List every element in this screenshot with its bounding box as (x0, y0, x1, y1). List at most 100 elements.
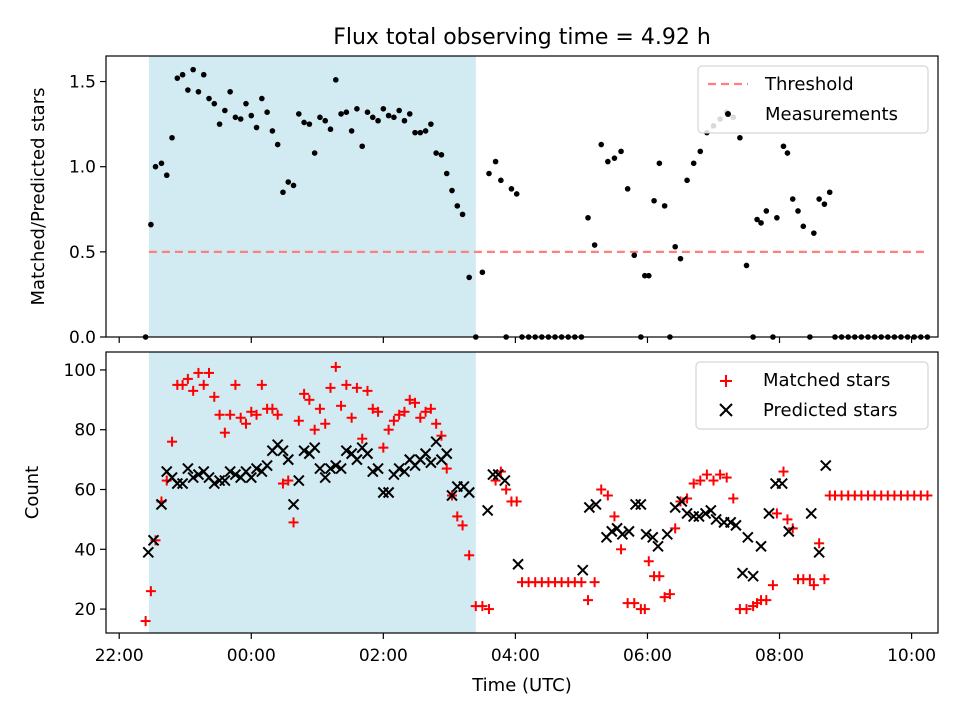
matched-star-marker (140, 616, 151, 627)
measurement-point (598, 141, 605, 148)
measurement-point (206, 95, 212, 102)
measurement-point (651, 197, 657, 204)
x-tick-label: 06:00 (623, 646, 672, 666)
matched-star-marker (235, 412, 246, 423)
matched-star-marker (589, 577, 600, 588)
measurement-point (327, 126, 334, 133)
matched-star-marker (277, 478, 288, 489)
matched-star-marker (431, 418, 442, 429)
matched-star-marker (576, 577, 587, 588)
predicted-star-marker (245, 471, 257, 484)
bottom-y-axis-label: Count (22, 466, 43, 519)
matched-star-marker (267, 403, 278, 414)
predicted-star-marker (661, 528, 673, 541)
x-tick-label: 22:00 (95, 646, 144, 666)
top-legend: Threshold Measurements (697, 65, 929, 134)
matched-star-marker (330, 361, 341, 372)
matched-star-marker (373, 406, 384, 417)
matched-star-marker (778, 466, 789, 477)
measurement-point (317, 114, 323, 121)
measurement-point (185, 87, 191, 93)
measurement-point (479, 269, 486, 276)
x-tick-label: 02:00 (359, 646, 408, 666)
matched-star-marker (272, 409, 283, 420)
measurement-point (369, 114, 376, 121)
matched-star-marker (367, 403, 378, 414)
measurement-point (296, 111, 302, 117)
measurement-point (459, 211, 466, 218)
measurement-point (454, 203, 461, 209)
measurement-point (227, 88, 233, 95)
measurement-point (222, 107, 228, 114)
matched-star-marker (922, 490, 933, 501)
matched-star-marker (182, 373, 193, 384)
top-y-tick-label: 0.5 (69, 243, 96, 263)
predicted-star-marker (813, 546, 825, 558)
matched-star-marker (721, 472, 732, 483)
matched-star-marker (209, 391, 220, 402)
predicted-star-marker (308, 441, 321, 454)
predicted-star-marker (724, 516, 737, 529)
measurement-point (163, 172, 170, 179)
matched-star-marker (410, 397, 421, 408)
top-y-tick-label: 0.0 (69, 328, 96, 348)
measurement-point (605, 158, 611, 165)
predicted-star-marker (382, 486, 395, 499)
matched-star-marker (225, 409, 236, 420)
measurement-point (375, 117, 381, 124)
matched-star-marker (688, 478, 699, 489)
predicted-star-marker (583, 501, 596, 514)
top-y-tick-label: 1.0 (69, 158, 96, 178)
matched-star-marker (761, 595, 772, 606)
predicted-star-marker (763, 507, 775, 520)
predicted-star-marker (229, 468, 242, 481)
measurement-point (396, 107, 402, 114)
predicted-star-marker (314, 462, 326, 475)
matched-star-marker (483, 604, 494, 615)
matched-star-marker (293, 415, 304, 426)
predicted-star-marker (340, 444, 353, 457)
matched-star-marker (814, 538, 825, 549)
predicted-star-marker (330, 459, 342, 472)
matched-star-marker (420, 406, 431, 417)
legend-threshold-label: Threshold (764, 74, 854, 95)
matched-star-marker (394, 409, 405, 420)
top-shaded-span (148, 56, 476, 337)
measurement-point (466, 274, 472, 281)
top-panel: 0.0 0.5 1.0 1.5 Matched/Predicted stars Thr… (28, 55, 939, 348)
matched-star-marker (596, 484, 607, 495)
matched-star-marker (728, 493, 739, 504)
matched-star-marker (511, 496, 522, 507)
predicted-star-marker (647, 531, 659, 544)
matched-star-marker (616, 544, 627, 555)
matched-star-marker (425, 403, 436, 414)
matched-star-marker (701, 469, 712, 480)
matched-star-marker (643, 556, 654, 567)
measurement-point (486, 170, 492, 177)
measurement-point (758, 220, 764, 226)
matched-star-marker (145, 586, 156, 597)
predicted-star-marker (640, 528, 652, 541)
predicted-star-marker (699, 507, 712, 520)
top-x-ticks (118, 337, 913, 343)
measurement-point (438, 151, 445, 158)
x-tick-label: 00:00 (227, 646, 276, 666)
measurement-point (301, 119, 307, 126)
predicted-star-marker (208, 477, 220, 490)
predicted-star-marker (419, 447, 432, 460)
predicted-star-marker (755, 540, 767, 553)
bottom-y-tick-label: 20 (74, 600, 96, 620)
predicted-star-marker (623, 525, 635, 538)
predicted-star-marker (155, 498, 168, 511)
matched-star-marker (230, 379, 241, 390)
measurement-point (789, 196, 796, 202)
predicted-star-marker (319, 471, 331, 484)
matched-star-marker (351, 382, 362, 393)
measurement-point (754, 216, 760, 223)
predicted-star-marker (652, 540, 664, 553)
predicted-star-marker (635, 498, 647, 511)
measurement-point (169, 134, 175, 141)
matched-star-marker (477, 601, 488, 612)
predicted-star-marker (805, 507, 817, 520)
predicted-star-marker (393, 462, 405, 475)
